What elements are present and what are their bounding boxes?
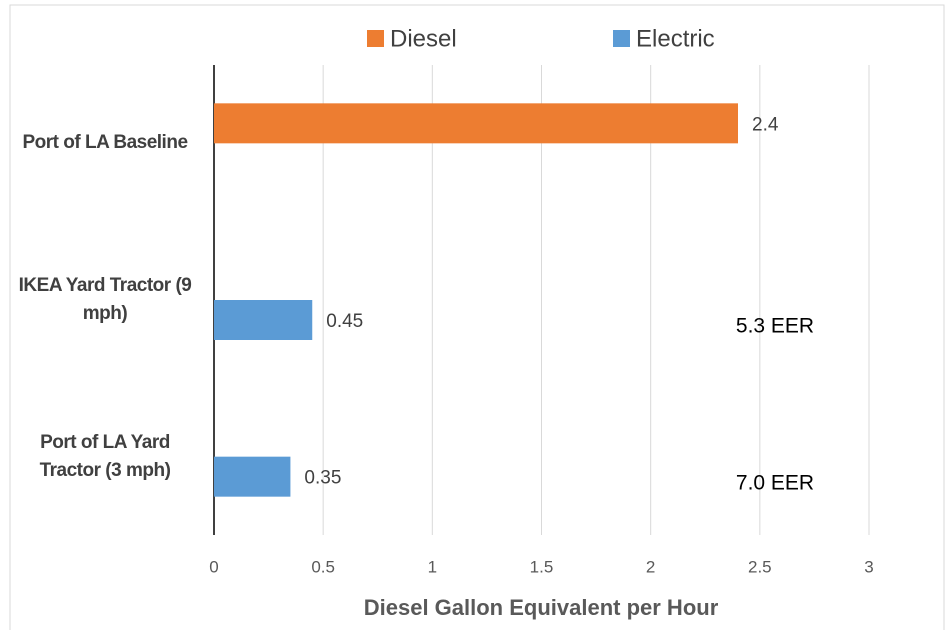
x-tick-label: 0.5 [311,557,335,576]
x-tick-label: 3 [864,557,873,576]
legend-label: Diesel [390,25,457,52]
legend-swatch [613,30,630,47]
x-axis-title: Diesel Gallon Equivalent per Hour [364,595,719,620]
bar [214,456,291,497]
legend-swatch [367,30,384,47]
bar [214,103,738,144]
data-label: 0.45 [326,311,363,332]
data-label: 2.4 [752,114,779,135]
x-tick-label: 1.5 [530,557,554,576]
x-tick-label: 2.5 [748,557,772,576]
y-tick-label: Port of LA Yard Tractor (3 mph) [39,431,171,481]
data-label: 0.35 [304,468,341,489]
annotation: 5.3 EER [736,315,814,338]
bar [214,300,313,340]
annotation: 7.0 EER [736,472,814,495]
chart-border [9,4,945,630]
y-tick-label: Port of LA Baseline [22,132,188,154]
y-tick-label: IKEA Yard Tractor (9 mph) [18,275,192,324]
x-tick-label: 1 [428,557,437,576]
legend-label: Electric [636,25,715,52]
x-tick-label: 0 [209,557,218,576]
x-tick-label: 2 [646,557,655,576]
